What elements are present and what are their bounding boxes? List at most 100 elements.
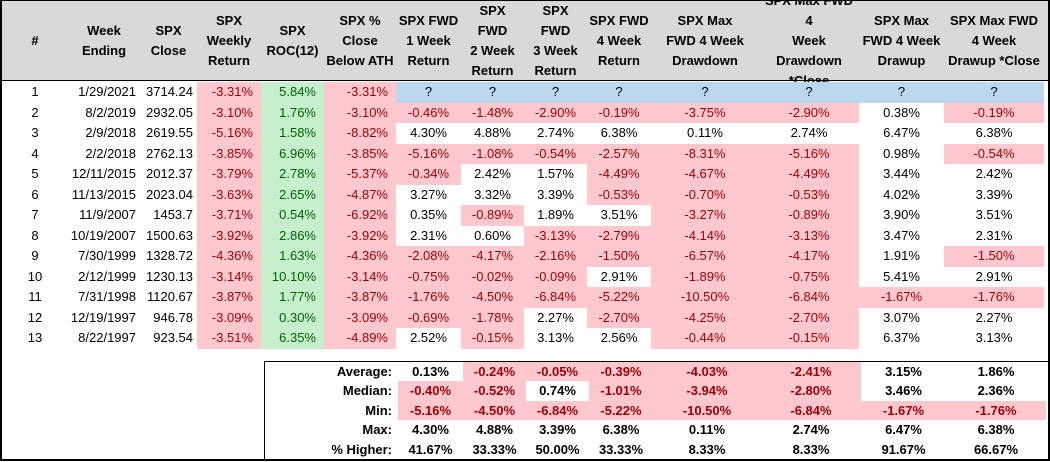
- cell-max-drawup-close: -0.19%: [944, 102, 1044, 123]
- table-body: 1 1/29/2021 3714.24 -3.31% 5.84% -3.31%??????…: [2, 81, 1048, 349]
- cell-spx-close: 1120.67: [146, 289, 193, 304]
- cell-max-dd: -0.44%: [651, 328, 759, 349]
- cell-max-drawup: 1.91%: [883, 248, 920, 263]
- table-row: 2 8/2/2019 2932.05 -3.10% 1.76% -3.10% -0.46% -…: [2, 102, 1048, 123]
- cell-max-drawup-close: ?: [944, 82, 1044, 103]
- cell-max-drawup: 3.07%: [883, 309, 920, 325]
- summary-max-dd-close: -2.41%: [761, 362, 861, 382]
- cell-fwd-2w: 2.42%: [474, 166, 511, 181]
- cell-fwd-1w: ?: [396, 82, 461, 103]
- cell-week-ending: 12/19/1997: [70, 309, 136, 325]
- cell-below-ath: -6.92%: [324, 205, 396, 226]
- summary-max-dd: -3.94%: [653, 381, 761, 401]
- cell-weekly-return: -3.14%: [197, 266, 261, 287]
- summary-fwd-3w: 50.00%: [535, 441, 580, 457]
- cell-fwd-2w: -1.78%: [461, 307, 524, 328]
- cell-weekly-return: -3.31%: [197, 82, 261, 103]
- cell-weekly-return: -3.92%: [197, 225, 261, 246]
- summary-stats: Average: 0.13% -0.24% -0.05% -0.39% -4.03% -2.…: [264, 361, 1048, 459]
- cell-max-drawup-close: 2.31%: [975, 227, 1013, 243]
- cell-fwd-1w: 4.30%: [410, 125, 447, 140]
- cell-max-dd-close: -4.49%: [759, 164, 859, 185]
- cell-fwd-1w: -1.76%: [396, 287, 461, 308]
- cell-max-drawup: ?: [859, 82, 944, 103]
- cell-below-ath: -3.10%: [324, 102, 396, 123]
- cell-max-dd-close: -3.13%: [759, 225, 859, 246]
- summary-fwd-1w: 41.67%: [408, 441, 453, 457]
- cell-weekly-return: -3.71%: [197, 205, 261, 226]
- header-fwd-2w: SPX FWD 2 Week Return: [470, 2, 515, 78]
- cell-fwd-4w: 2.91%: [600, 268, 638, 284]
- cell-max-dd: ?: [651, 82, 759, 103]
- cell-fwd-2w: -0.89%: [461, 205, 524, 226]
- cell-max-dd: -4.25%: [651, 307, 759, 328]
- cell-max-drawup: 6.47%: [883, 125, 920, 140]
- cell-fwd-3w: 2.74%: [537, 125, 574, 140]
- cell-max-dd: -10.50%: [651, 287, 759, 308]
- header-fwd-4w: SPX FWD 4 Week Return: [589, 12, 649, 68]
- cell-weekly-return: -3.09%: [197, 307, 261, 328]
- cell-week-ending: 1/29/2021: [78, 84, 136, 99]
- cell-max-drawup: 5.41%: [883, 268, 920, 284]
- cell-fwd-2w: 3.32%: [474, 186, 511, 202]
- cell-spx-close: 923.54: [153, 330, 193, 345]
- cell-max-drawup: -1.67%: [859, 287, 944, 308]
- summary-fwd-1w: -5.16%: [398, 400, 463, 421]
- cell-roc-12: 2.65%: [261, 184, 324, 205]
- cell-fwd-4w: -0.53%: [587, 184, 651, 205]
- summary-max-dd-close: -6.84%: [761, 400, 861, 421]
- cell-roc-12: 0.54%: [261, 205, 324, 226]
- summary-max-drawup-close: 1.86%: [977, 364, 1015, 379]
- cell-below-ath: -4.87%: [324, 184, 396, 205]
- cell-week-ending: 8/2/2019: [85, 104, 136, 120]
- cell-fwd-2w: 4.88%: [474, 125, 511, 140]
- summary-max-drawup: 3.46%: [885, 383, 922, 399]
- cell-fwd-1w: -0.69%: [396, 307, 461, 328]
- cell-below-ath: -3.92%: [324, 225, 396, 246]
- cell-fwd-3w: 1.89%: [537, 207, 574, 222]
- summary-fwd-1w: -0.40%: [398, 381, 463, 401]
- cell-spx-close: 2012.37: [146, 166, 193, 181]
- summary-fwd-1w: 4.30%: [412, 422, 449, 438]
- header-roc-12: SPX ROC(12): [266, 22, 319, 58]
- cell-max-drawup-close: 2.27%: [975, 309, 1013, 325]
- cell-max-dd-close: -5.16%: [759, 143, 859, 164]
- cell-max-drawup-close: -0.54%: [944, 143, 1044, 164]
- summary-label: Max:: [362, 422, 392, 438]
- summary-fwd-3w: 3.39%: [539, 422, 576, 438]
- cell-fwd-1w: 2.31%: [410, 227, 447, 243]
- cell-weekly-return: -3.87%: [197, 287, 261, 308]
- cell-row-number: 10: [27, 268, 43, 284]
- cell-spx-close: 1328.72: [146, 248, 193, 263]
- cell-max-dd: -4.14%: [651, 225, 759, 246]
- summary-fwd-4w: -1.01%: [589, 381, 653, 401]
- cell-max-dd-close: -0.89%: [759, 205, 859, 226]
- summary-max-dd-close: 8.33%: [792, 441, 830, 457]
- summary-max-dd-close: -2.80%: [761, 381, 861, 401]
- cell-max-drawup-close: 6.38%: [975, 125, 1013, 140]
- cell-fwd-3w: 3.39%: [537, 186, 574, 202]
- table-row: 11 7/31/1998 1120.67 -3.87% 1.77% -3.87% -1.76…: [2, 287, 1048, 308]
- cell-fwd-3w: -2.16%: [524, 246, 587, 267]
- cell-max-drawup: 3.44%: [883, 166, 920, 181]
- cell-max-dd: -1.89%: [651, 266, 759, 287]
- summary-row: Median: -0.40% -0.52% 0.74% -1.01% -3.94% -2.8…: [265, 381, 1048, 401]
- cell-spx-close: 3714.24: [146, 84, 193, 99]
- summary-fwd-4w: -5.22%: [589, 400, 653, 421]
- cell-max-drawup-close: -1.50%: [944, 246, 1044, 267]
- cell-week-ending: 2/2/2018: [85, 145, 136, 161]
- header-row-number: #: [31, 32, 39, 48]
- cell-max-drawup-close: 2.91%: [975, 268, 1013, 284]
- summary-fwd-2w: -0.24%: [463, 362, 526, 382]
- cell-max-dd: 0.11%: [687, 125, 723, 140]
- cell-fwd-3w: 1.57%: [537, 166, 574, 181]
- cell-row-number: 11: [28, 289, 42, 304]
- cell-weekly-return: -3.85%: [197, 143, 261, 164]
- cell-fwd-1w: 2.52%: [410, 330, 447, 345]
- cell-spx-close: 1500.63: [146, 227, 193, 243]
- cell-below-ath: -5.37%: [324, 164, 396, 185]
- cell-below-ath: -8.82%: [324, 123, 396, 144]
- cell-max-dd-close: -2.90%: [759, 102, 859, 123]
- cell-fwd-1w: -0.34%: [396, 164, 461, 185]
